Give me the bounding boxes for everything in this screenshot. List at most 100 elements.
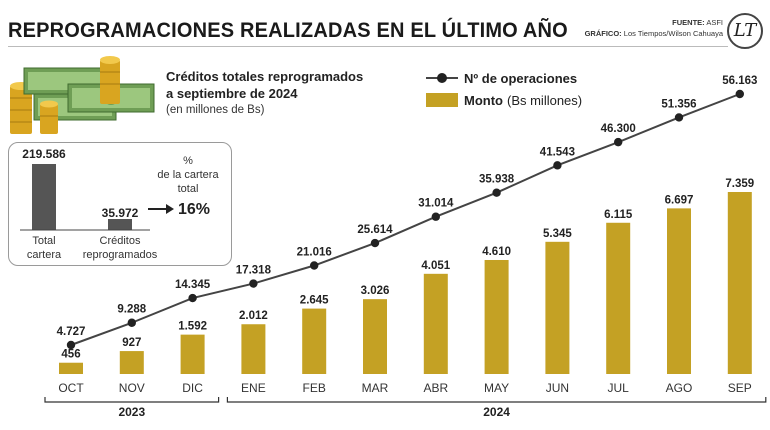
- operations-label-oct: 4.727: [57, 326, 86, 338]
- legend-operations-label: Nº de operaciones: [464, 70, 578, 86]
- amount-label-nov: 927: [122, 337, 141, 349]
- title-rule: [8, 46, 728, 47]
- amount-label-jul: 6.115: [604, 209, 633, 221]
- operations-point-ene: [249, 279, 258, 288]
- operations-label-jul: 46.300: [601, 123, 636, 135]
- month-label-dic: DIC: [182, 381, 203, 395]
- percent-caption-2: total: [178, 183, 199, 195]
- operations-point-abr: [431, 212, 440, 221]
- total-portfolio-label-1: Total: [32, 235, 55, 247]
- legend-amount-unit: (Bs millones): [506, 92, 583, 108]
- source-label: FUENTE:: [672, 18, 705, 27]
- operations-point-nov: [127, 318, 136, 327]
- operations-label-dic: 14.345: [175, 279, 211, 291]
- amount-bar-ene: [241, 324, 266, 374]
- operations-point-mar: [370, 238, 380, 248]
- amount-bar-nov: [119, 351, 144, 374]
- operations-label-may: 35.938: [479, 174, 515, 186]
- chart-title: REPROGRAMACIONES REALIZADAS EN EL ÚLTIMO…: [8, 18, 568, 42]
- graphic-value: Los Tiempos/Wilson Cahuaya: [623, 29, 723, 38]
- arrow-icon: [166, 204, 174, 214]
- bar-swatch-icon: [426, 93, 458, 107]
- year-label-2024: 2024: [483, 405, 510, 419]
- percent-symbol: %: [183, 155, 193, 167]
- amount-label-oct: 456: [61, 349, 80, 361]
- month-label-feb: FEB: [303, 381, 326, 395]
- coin-stack-right: [100, 56, 120, 104]
- money-illustration: [10, 56, 155, 134]
- operations-line: [70, 93, 741, 346]
- operations-point-feb: [310, 261, 319, 270]
- operations-label-nov: 9.288: [117, 304, 146, 316]
- credits-subtitle: (en millones de Bs): [166, 104, 265, 116]
- legend-amount-label: Monto: [464, 92, 503, 108]
- reprogrammed-label-2: reprogramados: [83, 249, 158, 261]
- amount-bar-dic: [180, 334, 205, 374]
- month-label-sep: SEP: [728, 381, 752, 395]
- percent-value: 16%: [178, 201, 210, 218]
- year-bracket-2024: [226, 397, 767, 403]
- year-label-2023: 2023: [118, 405, 145, 419]
- total-portfolio-label-2: cartera: [27, 249, 62, 261]
- operations-point-ago: [674, 113, 684, 122]
- credits-title: Créditos totales reprogramados a septiem…: [166, 68, 363, 102]
- amount-label-ene: 2.012: [239, 310, 268, 322]
- percent-caption-1: de la cartera: [157, 169, 219, 181]
- year-bracket-2023: [44, 397, 220, 403]
- legend-item-amount: Monto (Bs millones): [426, 90, 582, 110]
- month-label-ene: ENE: [241, 381, 266, 395]
- amount-label-abr: 4.051: [421, 260, 450, 272]
- amount-bar-sep: [727, 192, 752, 374]
- reprogrammed-value: 35.972: [102, 206, 139, 220]
- amount-bar-jun: [545, 241, 570, 374]
- operations-label-jun: 41.543: [540, 146, 575, 158]
- operations-label-sep: 56.163: [722, 75, 757, 87]
- amount-label-ago: 6.697: [665, 194, 694, 206]
- operations-point-sep: [735, 89, 744, 99]
- amount-label-may: 4.610: [482, 246, 511, 258]
- newspaper-logo: LT: [727, 13, 763, 49]
- source-block: FUENTE: ASFI GRÁFICO: Los Tiempos/Wilson…: [585, 17, 723, 39]
- source-value: ASFI: [706, 18, 723, 27]
- reprogrammed-bar: [108, 219, 132, 230]
- line-marker-icon: [426, 71, 458, 85]
- credits-title-line2: a septiembre de 2024: [166, 86, 298, 101]
- amount-bar-feb: [302, 308, 327, 374]
- amount-bar-ago: [667, 208, 691, 374]
- month-label-oct: OCT: [58, 381, 84, 395]
- reprogrammed-label-1: Créditos: [100, 235, 141, 247]
- month-label-ago: AGO: [666, 381, 693, 395]
- legend: Nº de operaciones Monto (Bs millones): [426, 68, 582, 112]
- month-label-jun: JUN: [546, 381, 569, 395]
- amount-bar-abr: [423, 273, 448, 374]
- amount-label-mar: 3.026: [361, 285, 390, 297]
- amount-label-dic: 1.592: [178, 321, 207, 333]
- operations-point-jun: [553, 161, 562, 170]
- coin-stack-front: [40, 100, 58, 134]
- amount-label-sep: 7.359: [725, 178, 754, 190]
- month-label-abr: ABR: [423, 381, 448, 395]
- total-portfolio-value: 219.586: [22, 147, 66, 161]
- operations-point-jul: [614, 137, 623, 147]
- operations-point-oct: [66, 340, 76, 350]
- month-label-may: MAY: [484, 381, 509, 395]
- amount-bar-may: [484, 259, 509, 374]
- amount-label-jun: 5.345: [543, 228, 572, 240]
- operations-point-dic: [188, 293, 197, 303]
- amount-bar-oct: [59, 362, 83, 374]
- legend-item-operations: Nº de operaciones: [426, 68, 582, 88]
- month-label-jul: JUL: [608, 381, 630, 395]
- total-portfolio-bar: [32, 164, 56, 230]
- operations-point-may: [492, 188, 501, 197]
- graphic-label: GRÁFICO:: [584, 29, 622, 38]
- operations-label-ene: 17.318: [236, 265, 272, 277]
- amount-bar-mar: [363, 299, 387, 374]
- operations-label-mar: 25.614: [357, 224, 393, 236]
- portfolio-mini-chart: 219.586 35.972 Total cartera Créditos re…: [20, 147, 219, 261]
- month-label-nov: NOV: [119, 381, 145, 395]
- amount-bar-jul: [606, 222, 631, 374]
- month-label-mar: MAR: [362, 381, 389, 395]
- operations-label-ago: 51.356: [661, 98, 696, 110]
- operations-label-feb: 21.016: [297, 247, 332, 259]
